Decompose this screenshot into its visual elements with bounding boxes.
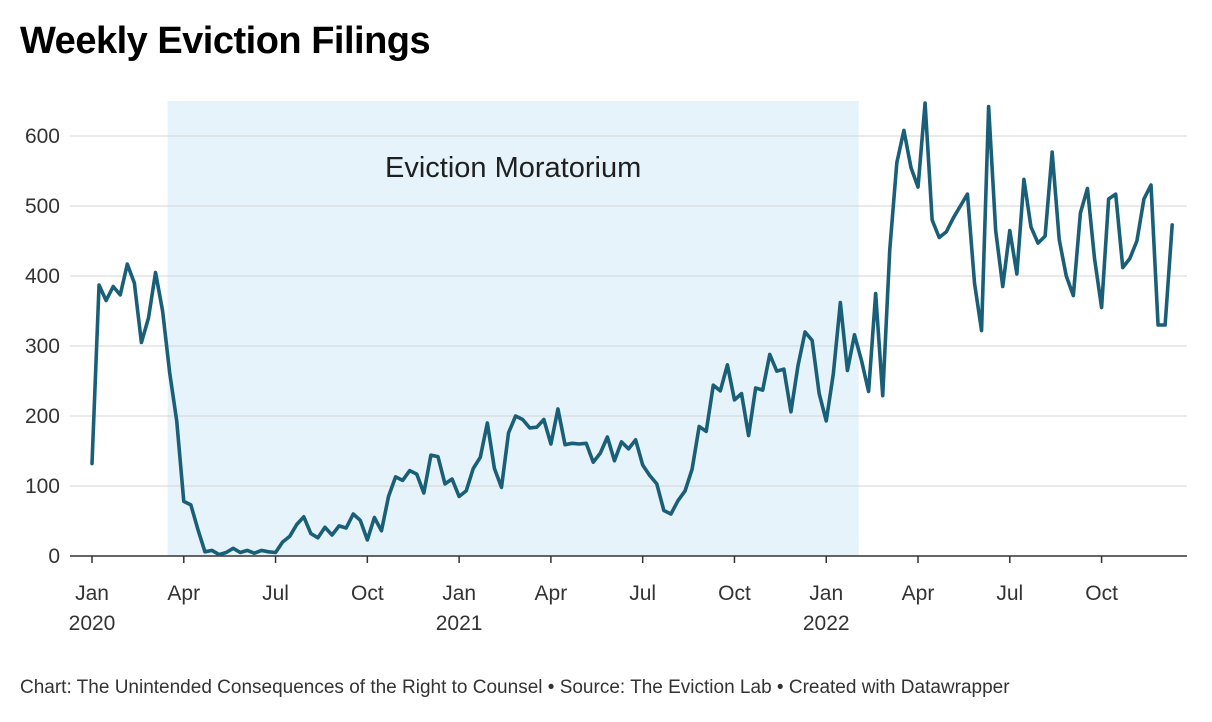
x-tick-label: Jan [809,582,843,605]
x-tick-label: Oct [1085,582,1118,605]
y-tick-label: 100 [25,475,60,498]
y-tick-label: 600 [25,125,60,148]
series-layer [90,101,1174,557]
moratorium-label: Eviction Moratorium [385,152,641,184]
y-tick-label: 300 [25,335,60,358]
moratorium-band [167,101,859,556]
x-tick-label: Oct [351,582,384,605]
chart-title: Weekly Eviction Filings [20,20,431,62]
annotation-layer: Eviction Moratorium [385,152,641,184]
x-tick-year-label: 2021 [436,612,483,635]
x-tick-label: Oct [718,582,751,605]
x-tick-label: Apr [535,582,568,605]
moratorium-layer [167,101,859,556]
x-tick-label: Jan [75,582,109,605]
x-tick-label: Jan [442,582,476,605]
y-tick-label: 0 [48,545,60,568]
chart-footer: Chart: The Unintended Consequences of th… [20,677,1010,698]
y-axis-labels: 0 100 200 300 400 500 600 [25,125,60,568]
x-tick-label: Jul [629,582,656,605]
series-line [90,101,1174,557]
x-tick-year-label: 2020 [69,612,116,635]
y-tick-label: 200 [25,405,60,428]
x-axis: Jan 2020 Apr Jul Oct Jan 2021 Apr Jul Oct Jan 2022 A… [69,555,1187,635]
x-tick-label: Jul [996,582,1023,605]
y-tick-label: 500 [25,195,60,218]
x-tick-label: Apr [167,582,200,605]
x-tick-label: Jul [262,582,289,605]
y-tick-label: 400 [25,265,60,288]
x-tick-year-label: 2022 [803,612,850,635]
x-tick-label: Apr [902,582,935,605]
